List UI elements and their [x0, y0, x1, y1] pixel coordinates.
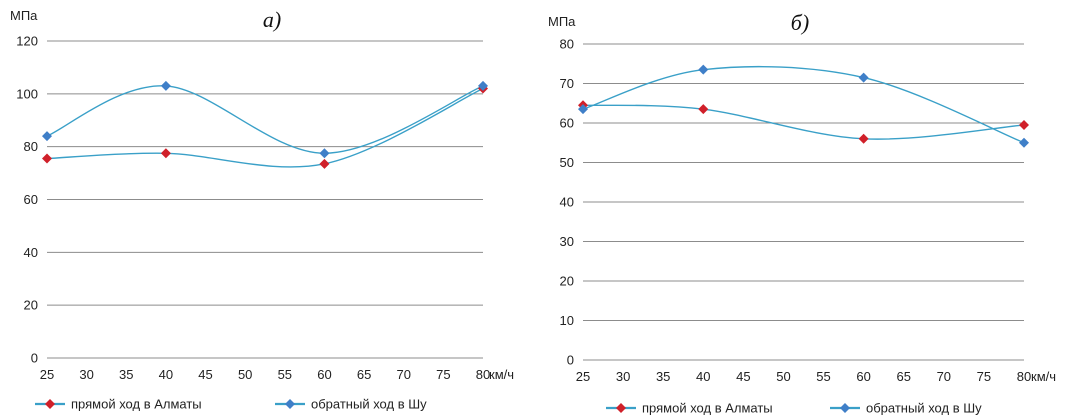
data-point-series-1 [319, 158, 330, 169]
x-tick-label: 60 [317, 367, 331, 382]
series-line-1 [582, 104, 1025, 140]
y-tick-label: 120 [16, 34, 38, 49]
y-tick-label: 60 [24, 192, 38, 207]
y-tick-label: 40 [24, 245, 38, 260]
series-line-1 [46, 87, 484, 168]
data-point-series-2 [478, 80, 488, 91]
series-line-2 [582, 65, 1025, 144]
legend-label-2: обратный ход в Шу [866, 401, 982, 415]
x-tick-label: 45 [198, 367, 212, 382]
legend-label-1: прямой ход в Алматы [71, 397, 202, 412]
x-tick-label: 35 [119, 367, 133, 382]
x-tick-label: 65 [357, 367, 371, 382]
x-tick-label: 65 [896, 369, 910, 384]
data-point-series-2 [698, 64, 709, 75]
x-tick-label: 30 [79, 367, 93, 382]
x-tick-label: 25 [40, 367, 54, 382]
y-axis-label: МПа [548, 14, 576, 29]
legend-marker-1 [616, 403, 626, 413]
x-tick-label: 35 [656, 369, 670, 384]
y-tick-label: 60 [560, 116, 574, 131]
data-point-series-2 [319, 148, 330, 159]
x-tick-label: 50 [776, 369, 790, 384]
chart-title: а) [263, 7, 281, 32]
legend-marker-1 [45, 399, 55, 409]
x-tick-label: 40 [696, 369, 710, 384]
y-tick-label: 80 [24, 139, 38, 154]
x-tick-label: 30 [616, 369, 630, 384]
y-axis-label: МПа [10, 8, 38, 23]
y-tick-label: 40 [560, 195, 574, 210]
x-tick-label: 75 [977, 369, 991, 384]
y-tick-label: 0 [567, 353, 574, 368]
data-point-series-1 [698, 104, 709, 115]
x-tick-label: 60 [856, 369, 870, 384]
x-tick-label: 25 [576, 369, 590, 384]
legend-label-2: обратный ход в Шу [311, 397, 427, 412]
x-tick-label: 55 [816, 369, 830, 384]
x-axis-unit: км/ч [489, 367, 514, 382]
x-tick-label: 70 [937, 369, 951, 384]
data-point-series-1 [1019, 119, 1029, 130]
x-tick-label: 50 [238, 367, 252, 382]
series-line-2 [46, 85, 484, 154]
data-point-series-1 [42, 153, 52, 164]
data-point-series-1 [160, 148, 171, 159]
legend-marker-2 [840, 403, 850, 413]
x-tick-label: 55 [278, 367, 292, 382]
x-axis-unit: км/ч [1031, 369, 1056, 384]
x-tick-label: 70 [396, 367, 410, 382]
legend-marker-2 [285, 399, 295, 409]
y-tick-label: 70 [560, 76, 574, 91]
y-tick-label: 10 [560, 313, 574, 328]
y-tick-label: 80 [560, 37, 574, 52]
chart-panel-2: 0 10 20 30 40 50 60 70 80 25 30 35 40 45 50 55 60 65 70 75 8… [548, 10, 1056, 415]
y-tick-label: 100 [16, 86, 38, 101]
data-point-series-2 [42, 131, 52, 142]
x-tick-label: 40 [159, 367, 173, 382]
x-tick-label: 80 [476, 367, 490, 382]
data-point-series-2 [160, 80, 171, 91]
y-tick-label: 20 [560, 274, 574, 289]
x-tick-label: 80 [1017, 369, 1031, 384]
legend-label-1: прямой ход в Алматы [642, 401, 773, 415]
y-tick-label: 0 [31, 351, 38, 366]
data-point-series-2 [858, 72, 869, 83]
data-point-series-2 [578, 104, 588, 115]
y-tick-label: 20 [24, 298, 38, 313]
data-point-series-2 [1019, 137, 1029, 148]
x-tick-label: 45 [736, 369, 750, 384]
y-tick-label: 50 [560, 155, 574, 170]
data-point-series-1 [858, 133, 869, 144]
x-tick-label: 75 [436, 367, 450, 382]
y-tick-label: 30 [560, 234, 574, 249]
chart-title: б) [791, 10, 809, 35]
